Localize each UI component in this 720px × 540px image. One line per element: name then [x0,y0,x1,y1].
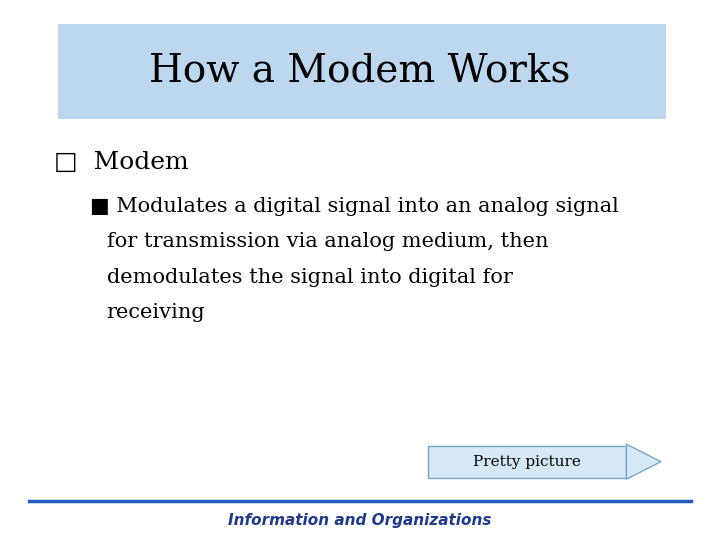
Polygon shape [626,444,661,480]
Text: ■ Modulates a digital signal into an analog signal: ■ Modulates a digital signal into an ana… [90,197,619,217]
Text: How a Modem Works: How a Modem Works [149,53,571,90]
Text: Pretty picture: Pretty picture [474,455,581,469]
Text: demodulates the signal into digital for: demodulates the signal into digital for [107,267,513,287]
Text: Information and Organizations: Information and Organizations [228,513,492,528]
Text: □  Modem: □ Modem [54,151,189,173]
Text: receiving: receiving [107,302,205,322]
Text: for transmission via analog medium, then: for transmission via analog medium, then [107,232,548,252]
FancyBboxPatch shape [428,446,626,478]
FancyBboxPatch shape [58,24,666,119]
